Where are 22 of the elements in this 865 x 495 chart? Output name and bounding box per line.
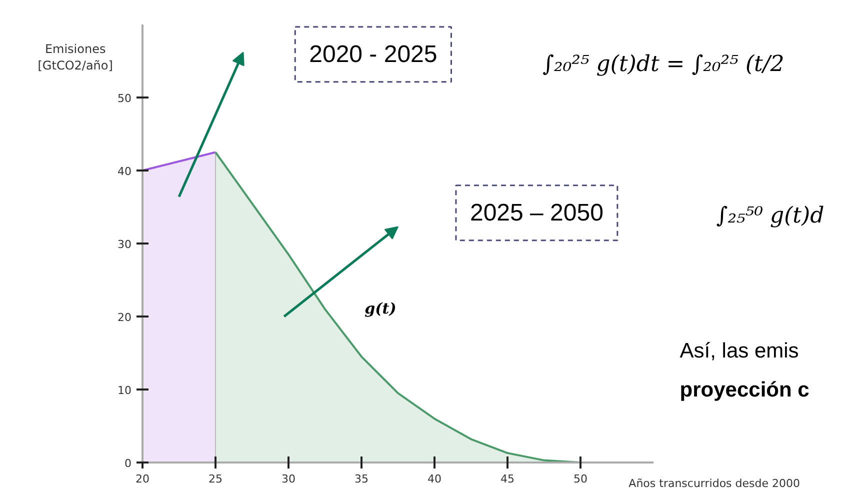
y-tick-label: 20	[118, 311, 132, 324]
x-axis-title: Años transcurridos desde 2000	[628, 477, 800, 490]
text: ∫₂₅⁵⁰ g(t)d	[716, 203, 824, 228]
x-tick-label: 35	[354, 472, 368, 486]
x-tick-label: 50	[574, 472, 588, 486]
y-tick-label: 40	[118, 165, 132, 178]
x-tick-label: 20	[136, 472, 150, 486]
text: proyección c	[680, 378, 810, 402]
annotation: 2025 – 2050	[470, 199, 604, 226]
annotation: ∫₂₀²⁵ g(t)dt = ∫₂₀²⁵ (t/2	[542, 52, 784, 78]
annotation: g(t)	[364, 299, 396, 318]
x-tick-label: 30	[282, 472, 296, 486]
annotation: 2020 - 2025	[309, 40, 438, 68]
y-axis-title: Emisiones [GtCO2/año]	[38, 42, 113, 73]
x-tick-label: 25	[208, 472, 222, 486]
y-tick-label: 0	[124, 457, 132, 470]
y-tick-label: 10	[118, 384, 132, 397]
x-tick-label: 40	[428, 472, 442, 486]
y-tick-label: 50	[118, 92, 132, 105]
x-tick-label: 45	[500, 472, 514, 486]
y-tick-label: 30	[118, 238, 132, 251]
text: Así, las emis	[680, 339, 799, 362]
